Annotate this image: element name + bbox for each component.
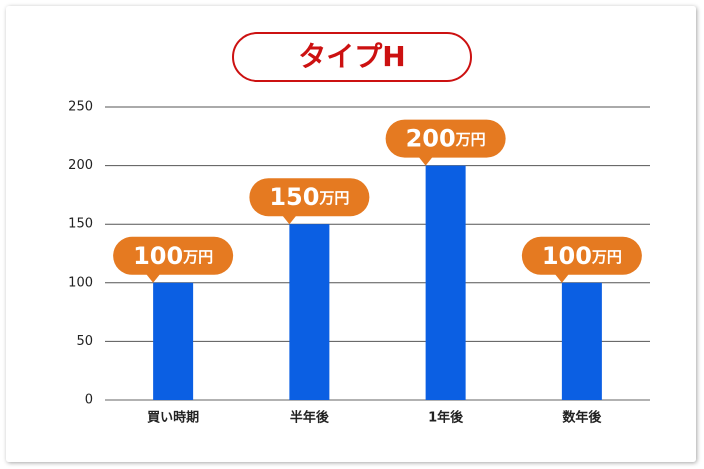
value-label: 200万円	[406, 125, 486, 153]
title-pill	[232, 32, 472, 82]
y-tick-label: 250	[68, 100, 93, 115]
y-tick-label: 0	[85, 393, 93, 408]
x-tick-label: 買い時期	[147, 410, 199, 426]
value-label: 100万円	[133, 242, 213, 270]
value-label-pointer	[553, 272, 570, 283]
bar	[425, 165, 466, 400]
value-label-pointer	[417, 155, 434, 166]
value-label: 150万円	[269, 183, 349, 211]
y-tick-label: 150	[68, 217, 93, 232]
x-tick-label: 半年後	[290, 410, 330, 426]
bar	[561, 282, 602, 400]
value-label: 100万円	[542, 242, 622, 270]
value-label-bubble	[385, 119, 506, 158]
value-label-bubble	[521, 236, 642, 275]
value-label-bubble	[249, 178, 370, 217]
y-tick-label: 200	[68, 158, 93, 173]
value-label-pointer	[145, 272, 162, 283]
bar	[153, 282, 194, 400]
y-tick-label: 100	[68, 275, 93, 290]
chart-title: タイプH	[298, 40, 405, 73]
value-label-bubble	[113, 236, 234, 275]
bar	[289, 224, 330, 400]
x-tick-label: 1年後	[428, 410, 464, 426]
y-tick-label: 50	[76, 334, 93, 349]
x-tick-label: 数年後	[562, 410, 602, 426]
value-label-pointer	[281, 214, 298, 225]
